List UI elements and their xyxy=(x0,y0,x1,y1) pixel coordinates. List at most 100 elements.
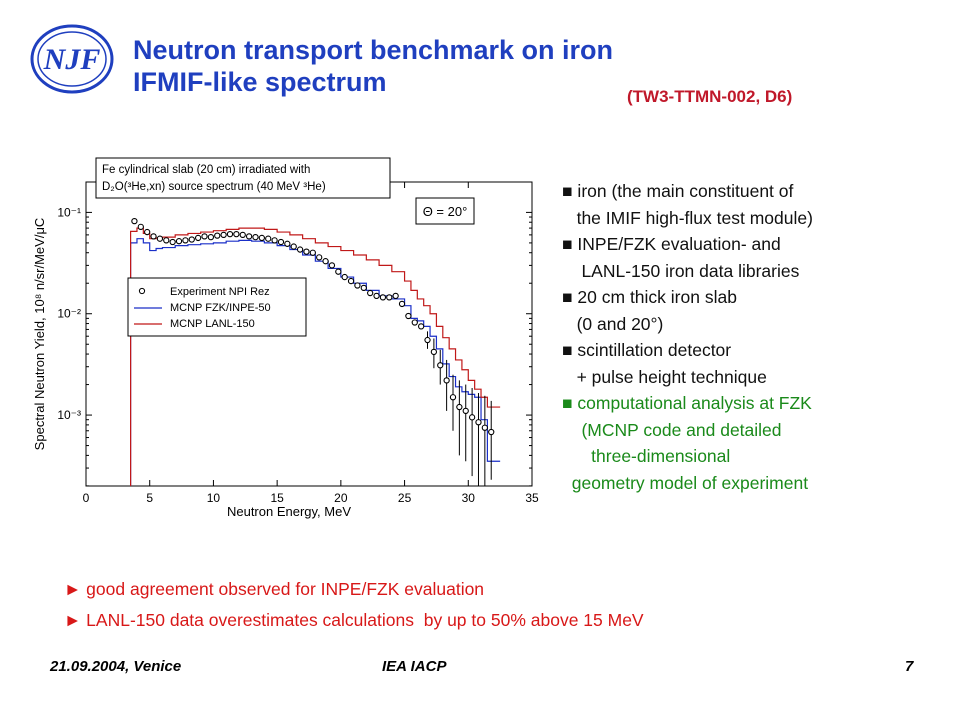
experiment-point xyxy=(245,233,253,240)
annotation-text: D₂O(³He,xn) source spectrum (40 MeV ³He) xyxy=(102,181,326,193)
experiment-point xyxy=(456,403,463,411)
y-tick-label: 10⁻² xyxy=(57,307,81,321)
x-tick-label: 30 xyxy=(462,491,476,505)
experiment-point xyxy=(214,232,221,239)
legend-label: MCNP LANL-150 xyxy=(170,318,255,330)
experiment-point xyxy=(424,336,431,344)
experiment-point xyxy=(303,248,310,255)
angle-box xyxy=(415,197,475,225)
bullet-line: three-dimensional xyxy=(562,446,731,466)
experiment-point xyxy=(488,428,495,436)
title-line-2: IFMIF-like spectrum xyxy=(133,67,387,97)
experiment-point xyxy=(417,323,425,330)
experiment-point xyxy=(411,319,418,326)
series-lanl150-line xyxy=(130,227,501,486)
title-line-1: Neutron transport benchmark on iron xyxy=(133,35,614,65)
experiment-point xyxy=(430,348,438,356)
experiment-point xyxy=(367,289,374,297)
angle-label: Θ = 20° xyxy=(423,204,468,219)
x-tick-label: 35 xyxy=(525,491,539,505)
annotation-text: Fe cylindrical slab (20 cm) irradiated w… xyxy=(102,164,310,176)
legend-label: Experiment NPI Rez xyxy=(170,286,270,298)
bullet-line: ■ INPE/FZK evaluation- and xyxy=(562,234,781,254)
experiment-point xyxy=(201,233,208,240)
experiment-point xyxy=(207,233,215,241)
conclusions: ► good agreement observed for INPE/FZK e… xyxy=(64,574,644,636)
experiment-point xyxy=(252,233,259,241)
experiment-point xyxy=(226,231,234,238)
bullet-line: the IMIF high-flux test module) xyxy=(562,207,813,228)
x-tick-label: 10 xyxy=(207,491,221,505)
bullet-line: ■ iron (the main constituent of xyxy=(562,181,794,201)
experiment-point xyxy=(341,273,348,281)
experiment-point xyxy=(271,237,278,244)
x-tick-label: 15 xyxy=(270,491,284,505)
experiment-point xyxy=(277,238,285,246)
slide-title: Neutron transport benchmark on iron IFMI… xyxy=(133,34,792,106)
y-tick-label: 10⁻¹ xyxy=(57,205,81,219)
experiment-point xyxy=(468,414,476,421)
bullet-line: geometry model of experiment xyxy=(562,472,809,493)
experiment-point xyxy=(131,217,138,225)
footer-conference: IEA IACP xyxy=(382,658,447,675)
legend-marker-experiment xyxy=(138,287,146,295)
neutron-spectrum-chart: 0 5 10 15 20 25 30 35 10⁻³ 10⁻² 10⁻¹ Neutron Energy… xyxy=(32,157,539,519)
title-code: (TW3-TTMN-002, D6) xyxy=(627,87,793,106)
page-number: 7 xyxy=(905,658,914,675)
x-tick-label: 5 xyxy=(146,491,153,505)
footer-date: 21.09.2004, Venice xyxy=(50,658,182,675)
experiment-point xyxy=(373,292,380,300)
experiment-point xyxy=(220,231,227,239)
experiment-point xyxy=(175,238,183,245)
experiment-point xyxy=(379,294,387,301)
experiment-point xyxy=(392,292,399,300)
experiment-point xyxy=(386,294,393,301)
y-tick-label: 10⁻³ xyxy=(57,408,81,422)
experiment-point xyxy=(290,243,297,250)
experiment-point xyxy=(475,419,482,426)
experiment-point xyxy=(449,394,457,401)
y-axis-label: Spectral Neutron Yield, 10⁸ n/sr/MeV/μC xyxy=(32,218,47,451)
bullet-line: + pulse height technique xyxy=(562,366,767,387)
experiment-point xyxy=(144,228,151,236)
experiment-point xyxy=(265,235,272,242)
experiment-point xyxy=(188,236,195,243)
experiment-point xyxy=(309,249,316,256)
logo-lettering: NJF xyxy=(43,43,101,76)
experiment-point xyxy=(398,300,406,308)
experiment-point xyxy=(239,231,246,239)
experiment-point xyxy=(335,268,342,275)
experiment-point xyxy=(437,362,444,369)
bullet-line: (0 and 20°) xyxy=(562,313,664,334)
institute-logo: NJF xyxy=(30,24,114,94)
legend-box xyxy=(127,277,307,337)
experiment-point xyxy=(354,282,361,289)
bullet-line: (MCNP code and detailed xyxy=(562,419,782,440)
experiment-point xyxy=(360,284,367,292)
experiment-point xyxy=(347,277,355,285)
x-tick-label: 20 xyxy=(334,491,348,505)
x-axis-label: Neutron Energy, MeV xyxy=(227,504,351,519)
experiment-point xyxy=(284,240,291,247)
experiment-point xyxy=(443,377,450,384)
x-tick-label: 0 xyxy=(83,491,90,505)
experiment-point xyxy=(462,407,469,415)
experiment-point xyxy=(316,254,323,261)
conclusion-line: ► LANL-150 data overestimates calculatio… xyxy=(64,610,644,630)
experiment-point xyxy=(163,237,170,244)
bullet-line: ■ computational analysis at FZK xyxy=(562,393,812,413)
bullet-line: ■ scintillation detector xyxy=(562,340,732,360)
experiment-point xyxy=(405,312,412,320)
legend-label: MCNP FZK/INPE-50 xyxy=(170,302,271,314)
experiment-point xyxy=(233,231,240,238)
experiment-point xyxy=(328,262,336,269)
bullet-line: LANL-150 iron data libraries xyxy=(562,260,800,281)
series-fzk-inpe50-line xyxy=(130,238,501,486)
experiment-point xyxy=(137,223,144,231)
bullet-list: ■ iron (the main constituent of the IMIF… xyxy=(562,178,813,496)
bullet-line: ■ 20 cm thick iron slab xyxy=(562,287,737,307)
experiment-point xyxy=(258,234,266,242)
experiment-point xyxy=(150,233,157,240)
experiment-point xyxy=(296,246,304,253)
x-tick-label: 25 xyxy=(398,491,412,505)
